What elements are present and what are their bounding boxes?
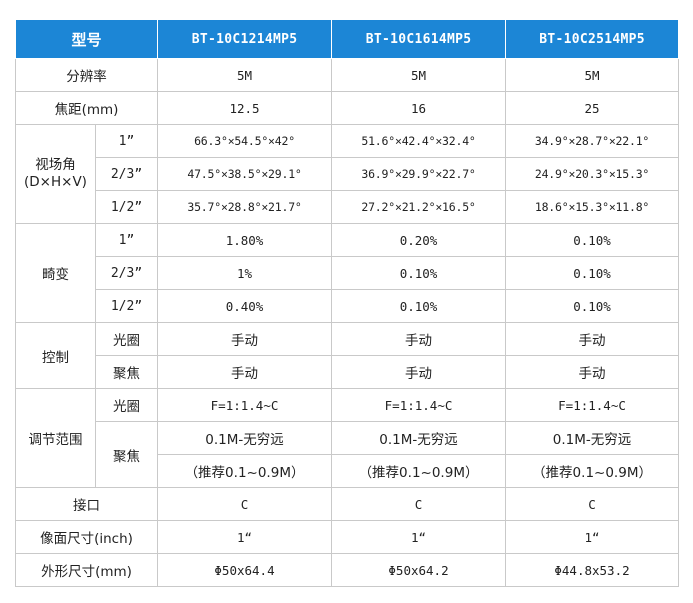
distortion-format-3: 1/2” — [94, 289, 159, 323]
adjust-row-focus-2: （推荐0.1~0.9M） （推荐0.1~0.9M） （推荐0.1~0.9M） — [16, 454, 680, 488]
fov-value-3-2: 27.2°×21.2°×16.5° — [331, 190, 507, 224]
model-name-3: BT-10C2514MP5 — [505, 19, 680, 59]
fov-row-3: 1/2” 35.7°×28.8°×21.7° 27.2°×21.2°×16.5°… — [16, 190, 680, 224]
control-iris-value-2: 手动 — [331, 322, 507, 356]
adjust-focus-recommend-1: （推荐0.1~0.9M） — [157, 454, 333, 488]
control-focus-value-1: 手动 — [157, 355, 333, 389]
fov-value-2-3: 24.9°×20.3°×15.3° — [505, 157, 680, 191]
model-name-2: BT-10C1614MP5 — [331, 19, 507, 59]
control-iris-label: 光圈 — [94, 322, 159, 356]
focal-length-row: 焦距(mm) 12.5 16 25 — [14, 91, 680, 125]
lens-spec-table: 型号 BT-10C1214MP5 BT-10C1614MP5 BT-10C251… — [14, 19, 680, 587]
resolution-value-3: 5M — [505, 58, 680, 92]
focal-length-value-3: 25 — [505, 91, 680, 125]
distortion-format-2: 2/3” — [94, 256, 159, 290]
fov-format-1: 1” — [94, 124, 159, 158]
distortion-value-1-1: 1.80% — [157, 223, 333, 257]
distortion-row-2: 2/3” 1% 0.10% 0.10% — [16, 256, 680, 290]
fov-value-1-2: 51.6°×42.4°×32.4° — [331, 124, 507, 158]
dimensions-value-2: Φ50x64.2 — [331, 553, 507, 587]
distortion-value-2-1: 1% — [157, 256, 333, 290]
control-focus-label: 聚焦 — [94, 355, 159, 389]
fov-format-2: 2/3” — [94, 157, 159, 191]
mount-label: 接口 — [14, 487, 159, 521]
dimensions-row: 外形尺寸(mm) Φ50x64.4 Φ50x64.2 Φ44.8x53.2 — [14, 553, 680, 587]
header-row: 型号 BT-10C1214MP5 BT-10C1614MP5 BT-10C251… — [14, 19, 680, 59]
fov-format-3: 1/2” — [94, 190, 159, 224]
distortion-value-1-3: 0.10% — [505, 223, 680, 257]
distortion-value-2-2: 0.10% — [331, 256, 507, 290]
image-format-value-1: 1“ — [157, 520, 333, 554]
fov-value-3-1: 35.7°×28.8°×21.7° — [157, 190, 333, 224]
distortion-value-3-1: 0.40% — [157, 289, 333, 323]
adjust-row-iris: 调节范围 光圈 F=1:1.4~C F=1:1.4~C F=1:1.4~C — [15, 388, 680, 488]
fov-value-1-1: 66.3°×54.5°×42° — [157, 124, 333, 158]
fov-value-2-2: 36.9°×29.9°×22.7° — [331, 157, 507, 191]
adjust-focus-label: 聚焦 — [94, 421, 159, 488]
mount-value-1: C — [157, 487, 333, 521]
fov-label-line1: 视场角 — [35, 157, 76, 173]
control-iris-value-3: 手动 — [505, 322, 680, 356]
fov-value-2-1: 47.5°×38.5°×29.1° — [157, 157, 333, 191]
distortion-label: 畸变 — [15, 223, 96, 323]
adjust-row-focus-1: 聚焦 0.1M-无穷远 0.1M-无穷远 0.1M-无穷远 — [16, 421, 680, 488]
adjust-focus-recommend-2: （推荐0.1~0.9M） — [331, 454, 507, 488]
model-header-label: 型号 — [14, 19, 159, 59]
image-format-label: 像面尺寸(inch) — [14, 520, 159, 554]
dimensions-value-1: Φ50x64.4 — [157, 553, 333, 587]
control-label: 控制 — [15, 322, 96, 389]
focal-length-label: 焦距(mm) — [14, 91, 159, 125]
model-name-1: BT-10C1214MP5 — [157, 19, 333, 59]
image-format-value-3: 1“ — [505, 520, 680, 554]
control-focus-value-2: 手动 — [331, 355, 507, 389]
resolution-label: 分辨率 — [14, 58, 159, 92]
fov-row-2: 2/3” 47.5°×38.5°×29.1° 36.9°×29.9°×22.7°… — [16, 157, 680, 191]
resolution-value-1: 5M — [157, 58, 333, 92]
adjust-focus-recommend-3: （推荐0.1~0.9M） — [505, 454, 680, 488]
fov-row-1: 视场角 (D×H×V) 1” 66.3°×54.5°×42° 51.6°×42.… — [15, 124, 680, 224]
adjust-iris-label: 光圈 — [94, 388, 159, 422]
image-format-value-2: 1“ — [331, 520, 507, 554]
dimensions-label: 外形尺寸(mm) — [14, 553, 159, 587]
mount-value-3: C — [505, 487, 680, 521]
focal-length-value-1: 12.5 — [157, 91, 333, 125]
dimensions-value-3: Φ44.8x53.2 — [505, 553, 680, 587]
adjust-range-label: 调节范围 — [15, 388, 96, 488]
fov-label: 视场角 (D×H×V) — [15, 124, 96, 224]
adjust-iris-value-3: F=1:1.4~C — [505, 388, 680, 422]
focal-length-value-2: 16 — [331, 91, 507, 125]
adjust-iris-value-1: F=1:1.4~C — [157, 388, 333, 422]
resolution-value-2: 5M — [331, 58, 507, 92]
resolution-row: 分辨率 5M 5M 5M — [14, 58, 680, 92]
distortion-value-3-3: 0.10% — [505, 289, 680, 323]
fov-label-line2: (D×H×V) — [24, 174, 87, 190]
distortion-value-3-2: 0.10% — [331, 289, 507, 323]
distortion-row-1: 畸变 1” 1.80% 0.20% 0.10% — [15, 223, 680, 323]
adjust-focus-range-1: 0.1M-无穷远 — [157, 421, 333, 455]
adjust-focus-range-3: 0.1M-无穷远 — [505, 421, 680, 455]
control-focus-value-3: 手动 — [505, 355, 680, 389]
mount-row: 接口 C C C — [14, 487, 680, 521]
image-format-row: 像面尺寸(inch) 1“ 1“ 1“ — [14, 520, 680, 554]
adjust-iris-value-2: F=1:1.4~C — [331, 388, 507, 422]
control-row-iris: 控制 光圈 手动 手动 手动 — [15, 322, 680, 389]
distortion-format-1: 1” — [94, 223, 159, 257]
adjust-focus-range-2: 0.1M-无穷远 — [331, 421, 507, 455]
distortion-row-3: 1/2” 0.40% 0.10% 0.10% — [16, 289, 680, 323]
control-iris-value-1: 手动 — [157, 322, 333, 356]
mount-value-2: C — [331, 487, 507, 521]
distortion-value-1-2: 0.20% — [331, 223, 507, 257]
distortion-value-2-3: 0.10% — [505, 256, 680, 290]
fov-value-3-3: 18.6°×15.3°×11.8° — [505, 190, 680, 224]
fov-value-1-3: 34.9°×28.7°×22.1° — [505, 124, 680, 158]
control-row-focus: 聚焦 手动 手动 手动 — [16, 355, 680, 389]
